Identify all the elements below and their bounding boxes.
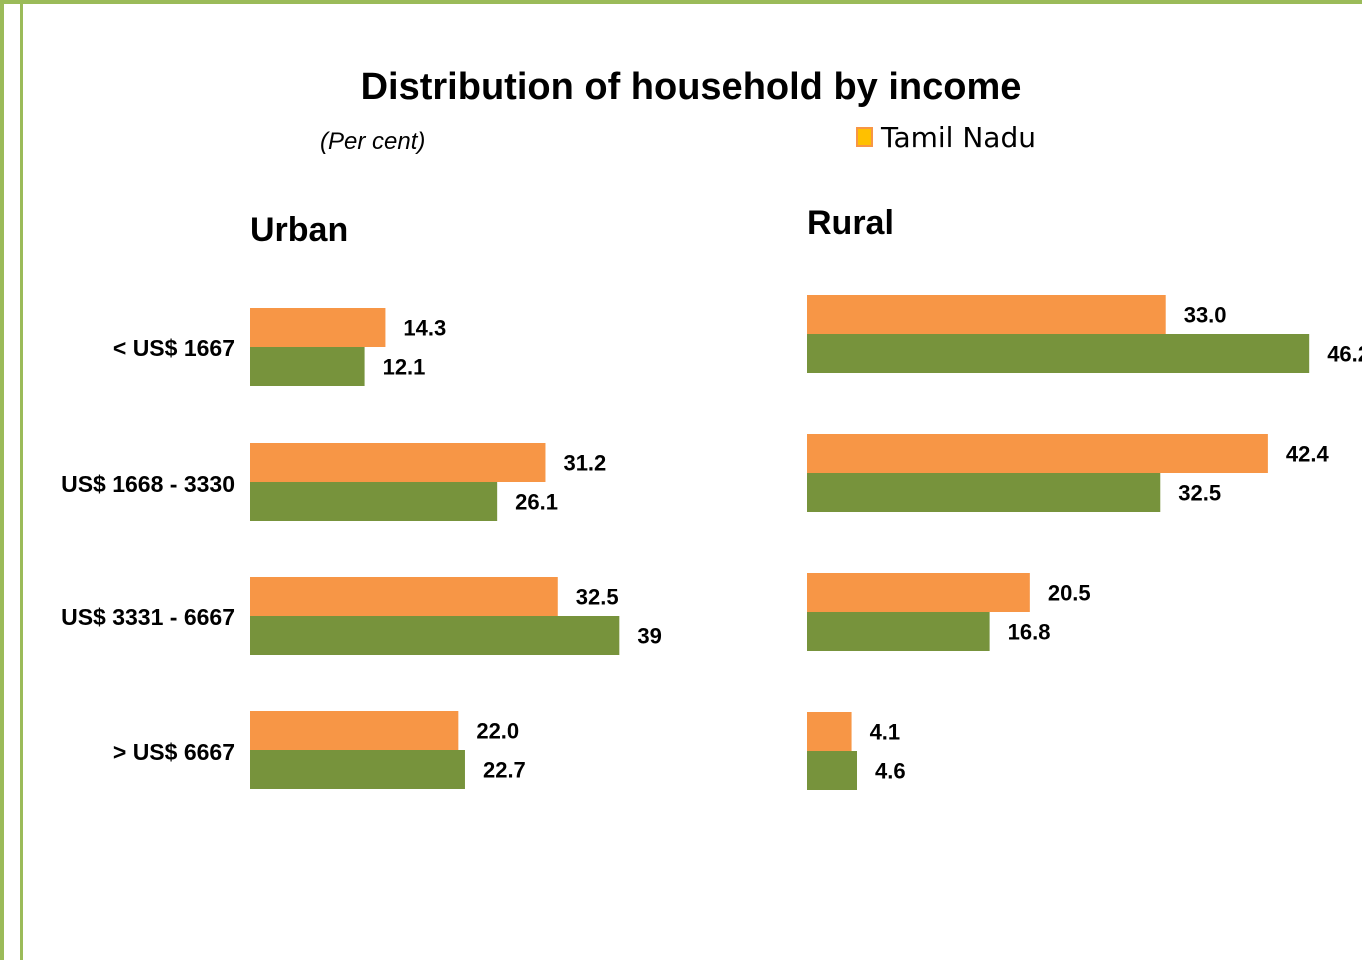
data-label-rural-s1-c2: 16.8 xyxy=(1008,620,1051,645)
bar-urban-s0-c0 xyxy=(250,308,386,347)
chart-frame-inner xyxy=(20,4,1362,960)
bar-urban-s1-c1 xyxy=(250,482,498,521)
data-label-rural-s0-c2: 20.5 xyxy=(1048,581,1091,606)
category-label-0: < US$ 1667 xyxy=(113,335,235,361)
legend-swatch-tamil-nadu xyxy=(856,127,873,147)
data-label-urban-s1-c3: 22.7 xyxy=(483,758,526,783)
bar-rural-s0-c0 xyxy=(807,295,1166,334)
data-label-urban-s1-c0: 12.1 xyxy=(383,355,426,380)
chart-title: Distribution of household by income xyxy=(360,66,1022,108)
bar-rural-s1-c0 xyxy=(807,334,1310,373)
chart-subtitle: (Per cent) xyxy=(320,128,426,155)
bar-rural-s0-c2 xyxy=(807,573,1030,612)
bar-rural-s1-c1 xyxy=(807,473,1161,512)
bar-rural-s1-c2 xyxy=(807,612,990,651)
data-label-rural-s0-c3: 4.1 xyxy=(870,720,901,745)
category-label-1: US$ 1668 - 3330 xyxy=(61,471,235,497)
bar-urban-s0-c3 xyxy=(250,711,459,750)
bar-urban-s1-c0 xyxy=(250,347,365,386)
bar-urban-s1-c2 xyxy=(250,616,620,655)
panel-title-urban: Urban xyxy=(250,211,348,249)
data-label-rural-s0-c0: 33.0 xyxy=(1184,303,1227,328)
data-label-urban-s0-c0: 14.3 xyxy=(403,316,446,341)
data-label-rural-s0-c1: 42.4 xyxy=(1286,442,1330,467)
data-label-urban-s0-c3: 22.0 xyxy=(476,719,519,744)
data-label-rural-s1-c3: 4.6 xyxy=(875,759,906,784)
category-label-3: > US$ 6667 xyxy=(113,739,235,765)
bar-urban-s0-c1 xyxy=(250,443,546,482)
category-label-2: US$ 3331 - 6667 xyxy=(61,604,235,630)
legend: Tamil Nadu xyxy=(856,120,1036,154)
data-label-rural-s1-c1: 32.5 xyxy=(1178,481,1221,506)
data-label-urban-s1-c2: 39 xyxy=(637,624,661,649)
bar-rural-s1-c3 xyxy=(807,751,858,790)
bar-urban-s0-c2 xyxy=(250,577,558,616)
data-label-urban-s1-c1: 26.1 xyxy=(515,490,558,515)
bar-rural-s0-c1 xyxy=(807,434,1268,473)
bar-rural-s0-c3 xyxy=(807,712,852,751)
bar-urban-s1-c3 xyxy=(250,750,465,789)
data-label-urban-s0-c1: 31.2 xyxy=(563,451,606,476)
legend-label-tamil-nadu: Tamil Nadu xyxy=(881,120,1036,154)
data-label-rural-s1-c0: 46.2 xyxy=(1327,342,1362,367)
data-label-urban-s0-c2: 32.5 xyxy=(576,585,619,610)
panel-title-rural: Rural xyxy=(807,204,894,242)
